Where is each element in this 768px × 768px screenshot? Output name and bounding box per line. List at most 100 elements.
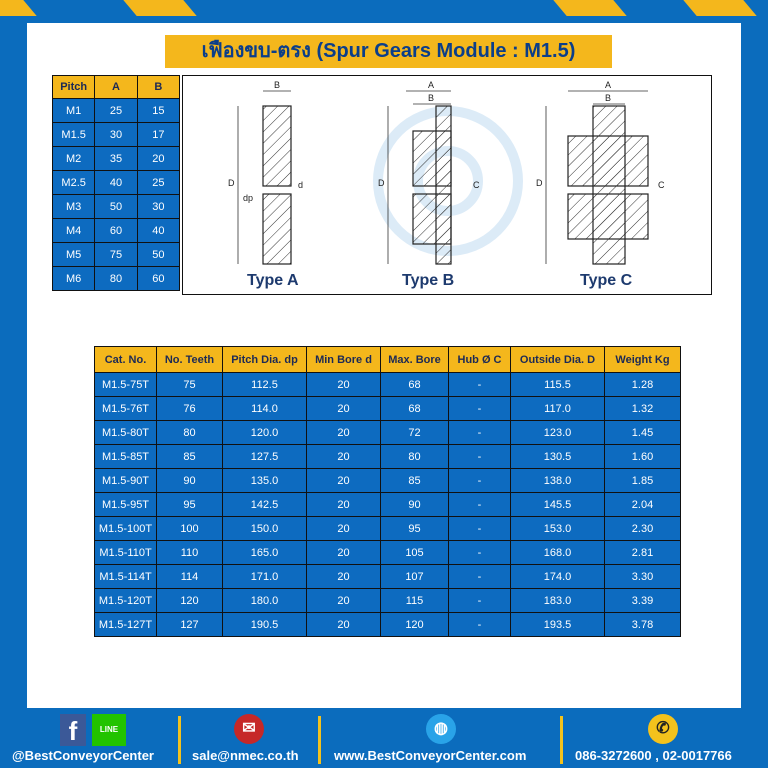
table-cell: 35 — [94, 146, 138, 171]
table-cell: - — [448, 492, 511, 517]
table-cell: M2.5 — [51, 170, 96, 195]
table-cell: - — [448, 444, 511, 469]
column-header: B — [136, 75, 181, 99]
pitch-row: M6 80 60 — [51, 266, 181, 291]
column-header: Pitch Dia. dp — [222, 346, 307, 373]
dim-dp: dp — [243, 193, 253, 203]
table-cell: 2.30 — [604, 516, 681, 541]
table-row: M1.5-127T 127 190.5 20 120-193.5 3.78 — [94, 612, 681, 637]
table-row: M1.5-114T 114 171.0 20 107-174.0 3.30 — [94, 564, 681, 589]
table-cell: 193.5 — [510, 612, 605, 637]
table-cell: 20 — [306, 588, 381, 613]
column-header: Max. Bore — [380, 346, 449, 373]
dim-b: B — [274, 80, 280, 90]
pitch-row: M5 75 50 — [51, 242, 181, 267]
table-cell: 114.0 — [222, 396, 307, 421]
table-cell: 20 — [306, 372, 381, 397]
facebook-icon[interactable]: f — [60, 714, 86, 746]
table-cell: 50 — [136, 242, 181, 267]
table-cell: 1.45 — [604, 420, 681, 445]
decor-stripe — [123, 0, 197, 16]
table-cell: - — [448, 516, 511, 541]
table-cell: 40 — [94, 170, 138, 195]
table-cell: 120.0 — [222, 420, 307, 445]
table-cell: - — [448, 396, 511, 421]
table-cell: 20 — [306, 492, 381, 517]
table-cell: 174.0 — [510, 564, 605, 589]
decor-stripe — [683, 0, 757, 16]
table-cell: M1.5-90T — [94, 468, 157, 493]
table-cell: 68 — [380, 372, 449, 397]
table-cell: 40 — [136, 218, 181, 243]
table-row: M1.5-95T 95 142.5 20 90-145.5 2.04 — [94, 492, 681, 517]
table-cell: 2.04 — [604, 492, 681, 517]
table-cell: 85 — [156, 444, 223, 469]
table-cell: 20 — [136, 146, 181, 171]
spec-table: Cat. No. No. Teeth Pitch Dia. dp Min Bore d… — [94, 346, 681, 637]
dim-b: B — [605, 93, 611, 103]
phone-numbers[interactable]: 086-3272600 , 02-0017766 — [575, 748, 732, 763]
dim-c: C — [658, 180, 665, 190]
table-cell: 20 — [306, 444, 381, 469]
table-cell: 75 — [156, 372, 223, 397]
table-cell: 60 — [136, 266, 181, 291]
dim-d-outer: D — [228, 178, 235, 188]
table-cell: 20 — [306, 564, 381, 589]
table-cell: 30 — [94, 122, 138, 147]
table-cell: 115 — [380, 588, 449, 613]
table-cell: 72 — [380, 420, 449, 445]
table-cell: 90 — [380, 492, 449, 517]
table-cell: 153.0 — [510, 516, 605, 541]
table-cell: M1.5-80T — [94, 420, 157, 445]
line-icon[interactable]: LINE — [92, 714, 126, 746]
table-cell: 76 — [156, 396, 223, 421]
table-cell: 25 — [136, 170, 181, 195]
column-header: Min Bore d — [306, 346, 381, 373]
table-cell: 20 — [306, 540, 381, 565]
table-cell: M3 — [51, 194, 96, 219]
table-cell: 114 — [156, 564, 223, 589]
pitch-row: M4 60 40 — [51, 218, 181, 243]
table-cell: 1.85 — [604, 468, 681, 493]
table-row: M1.5-85T 85 127.5 20 80-130.5 1.60 — [94, 444, 681, 469]
dim-d-outer: D — [536, 178, 543, 188]
table-cell: 107 — [380, 564, 449, 589]
footer: f LINE @BestConveyorCenter ✉ sale@nmec.c… — [0, 712, 768, 768]
table-cell: 120 — [380, 612, 449, 637]
table-cell: 1.32 — [604, 396, 681, 421]
pitch-row: M1 25 15 — [51, 98, 181, 123]
dim-d-outer: D — [378, 178, 385, 188]
table-cell: 127.5 — [222, 444, 307, 469]
table-cell: 30 — [136, 194, 181, 219]
table-cell: 150.0 — [222, 516, 307, 541]
table-cell: 165.0 — [222, 540, 307, 565]
table-cell: 127 — [156, 612, 223, 637]
table-cell: 138.0 — [510, 468, 605, 493]
dim-c: C — [473, 180, 480, 190]
table-cell: 171.0 — [222, 564, 307, 589]
table-cell: 75 — [94, 242, 138, 267]
table-row: M1.5-110T 110 165.0 20 105-168.0 2.81 — [94, 540, 681, 565]
social-handle[interactable]: @BestConveyorCenter — [12, 748, 154, 763]
divider — [178, 716, 181, 764]
website-link[interactable]: www.BestConveyorCenter.com — [334, 748, 527, 763]
table-row: M1.5-76T 76 114.0 20 68-117.0 1.32 — [94, 396, 681, 421]
phone-icon: ✆ — [648, 714, 678, 744]
table-cell: 25 — [94, 98, 138, 123]
table-cell: M1.5-114T — [94, 564, 157, 589]
table-cell: M2 — [51, 146, 96, 171]
table-cell: 112.5 — [222, 372, 307, 397]
table-cell: M4 — [51, 218, 96, 243]
type-a-label: Type A — [247, 272, 299, 289]
column-header: A — [94, 75, 138, 99]
table-cell: 183.0 — [510, 588, 605, 613]
email-link[interactable]: sale@nmec.co.th — [192, 748, 299, 763]
table-cell: 85 — [380, 468, 449, 493]
divider — [560, 716, 563, 764]
table-cell: M1.5-127T — [94, 612, 157, 637]
table-cell: - — [448, 420, 511, 445]
pitch-table: Pitch A B M1 25 15 M1.5 30 17 M2 35 20 M2.5 40 25 M3 50 3… — [51, 75, 181, 291]
table-cell: 123.0 — [510, 420, 605, 445]
table-cell: - — [448, 588, 511, 613]
